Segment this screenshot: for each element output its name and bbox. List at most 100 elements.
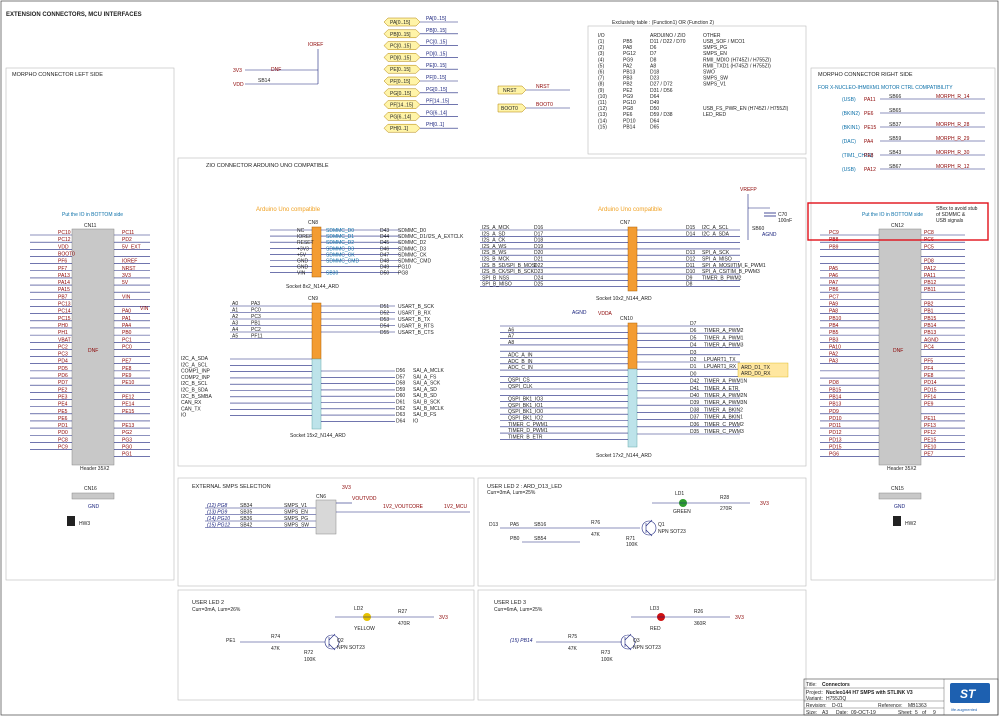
q2-transistor-icon [324,633,340,651]
nrst-tag: NRST [503,88,517,94]
cn7-right-dname: D11 [686,263,695,269]
hw3-icon [67,516,75,526]
morpho-left-pin: PF7 [58,266,67,272]
excl-cell: D18 [650,70,659,76]
c70-value: 100nF [778,218,792,224]
cn7-right-signal: SPI_A_SCK [702,250,730,256]
morpho-left-pin: PC11 [122,230,134,236]
cn7-left-signal: I2S_A_WS [482,244,507,250]
excl-cell: PG12 [623,51,636,57]
cn8-pin-in: NC [297,228,305,234]
cn10-right-signal: LPUART1_TX [704,357,736,363]
morpho-left-cn: CN11 [84,223,97,229]
morpho-left-pin: PE2 [58,387,68,393]
morpho-right-subtitle: FOR X-NUCLEO-IHM0XM1 MOTOR CTRL COMPATIB… [818,85,953,91]
cn8-signal: SDMMC_CK [398,252,427,258]
morpho-left-pin: PD2 [122,237,132,243]
smps-section: EXTERNAL SMPS SELECTION (12) PG8 SB34 SMPS… [177,477,475,587]
cn10-right-dname: D39 [690,400,699,406]
cn9-lower-right: SAI_B_FS [413,412,437,418]
excl-cell: D6 [650,45,657,51]
morpho-left-pin: PC12 [58,237,71,243]
morpho-right-pin: PB4 [829,323,839,329]
nrst-boot-block: NRST NRST BOOT0 BOOT0 [497,84,570,113]
bus-tag-net: PE[0..15] [426,63,447,69]
bus-tag-net: PG[6..14] [426,110,448,116]
cn10-right-dname: D42 [690,379,699,385]
tb-sheets: 9 [933,710,936,716]
cn8-pin-in: IOREF [297,234,312,240]
morpho-left-pin: PE6 [58,416,68,422]
cn9-dname: D54 [380,324,389,330]
cn9-lower-d: D58 [396,381,405,387]
cn9-lower-right: SAI_A_SD [413,387,437,393]
cn9-a-name: A5 [232,334,238,340]
motor-func: (BKIN2) [842,111,860,117]
cn8-pin-num-signal: SB30 [326,271,338,277]
morpho-left-pin: PE10 [122,380,134,386]
cn10-right-signal: TIMER_A_PWM1 [704,335,744,341]
ioref-sb-label: SB14 [258,78,270,84]
morpho-left-pin: PC13 [58,302,71,308]
r28-value: 270R [720,506,732,512]
cn8-signal: PG8 [398,271,408,277]
hw3-label: HW3 [79,521,90,527]
ld2-label: LD2 [354,606,363,612]
excl-cell: PG9 [623,94,633,100]
cn10-left-signal: TIMER_B_ETR [508,434,543,440]
boot0-net: BOOT0 [536,102,553,108]
morpho-left-pin: PC2 [58,344,68,350]
cn9-lower-left: I2C_B_SCL [181,381,208,387]
tb-size-lbl: Size: [806,710,817,716]
cn10-left-signal: A7 [508,334,514,340]
excl-cell: (7) [598,76,604,82]
r73-value: 100K [601,657,613,663]
cn7-left-signal: SPI_B_MISO [482,282,512,288]
morpho-left-pin: PG2 [122,430,132,436]
led3-cur: Curr=6mA, Lum=25% [494,607,543,613]
morpho-left-pin: PC9 [58,445,68,451]
excl-cell: D64 [650,118,659,124]
cn7-right-dname: D12 [686,257,695,263]
tb-variant-lbl: Variant: [806,696,823,702]
cn8-header [311,226,322,278]
excl-cell: (15) [598,124,607,130]
voutvdd: VOUTVDD [352,496,377,502]
sheet-title: EXTENSION CONNECTORS, MCU INTERFACES [6,12,142,18]
cn8-pin-num-signal: SDMMC_D2 [326,240,354,246]
smps-3v3: 3V3 [342,485,351,491]
morpho-right-pin: PA8 [829,309,838,315]
cn8-pin-in: GND [297,259,309,265]
cn10-left-signal: QSPI_BK1_IO3 [508,397,543,403]
morpho-left-pin: PC1 [122,337,132,343]
excl-cell: (10) [598,94,607,100]
excl-cell: (13) [598,112,607,118]
excl-cell: D23 [650,76,659,82]
cn7-right-signal: SPI_A_MISO [702,257,732,263]
cn9-dname: D53 [380,317,389,323]
cn8-dname: D46 [380,246,389,252]
cn9-lower-right: SAI_A_FS [413,374,437,380]
cn10-left-signal: QSPI_CS [508,378,530,384]
cn7-left-dname: D25 [534,282,543,288]
morpho-right-pin: PD15 [924,387,937,393]
cn9-lower-left: I2C_A_SCL [181,362,208,368]
ld3-color: RED [650,626,661,632]
cn10-right-dname: D38 [690,407,699,413]
cn10-left-signal: A6 [508,327,514,333]
tb-reference-lbl: Reference: [878,703,902,709]
motor-pin: PA12 [864,167,876,173]
cn9-a-name: A4 [232,327,238,333]
agnd-label: AGND [762,232,777,238]
r71-value: 100K [626,542,638,548]
cn9-lower-d: D63 [396,412,405,418]
tb-date: 09-OCT-19 [851,710,876,716]
morpho-right-pin: PB14 [829,394,841,400]
cn9-a-pin: PF11 [251,334,263,340]
cn10-right-dname: D41 [690,386,699,392]
morpho-right-pin: PD9 [829,409,839,415]
morpho-right-pin: PF4 [924,366,933,372]
excl-header: ARDUINO / ZIO [650,33,686,39]
bus-tag-net: PG[0..15] [426,87,448,93]
